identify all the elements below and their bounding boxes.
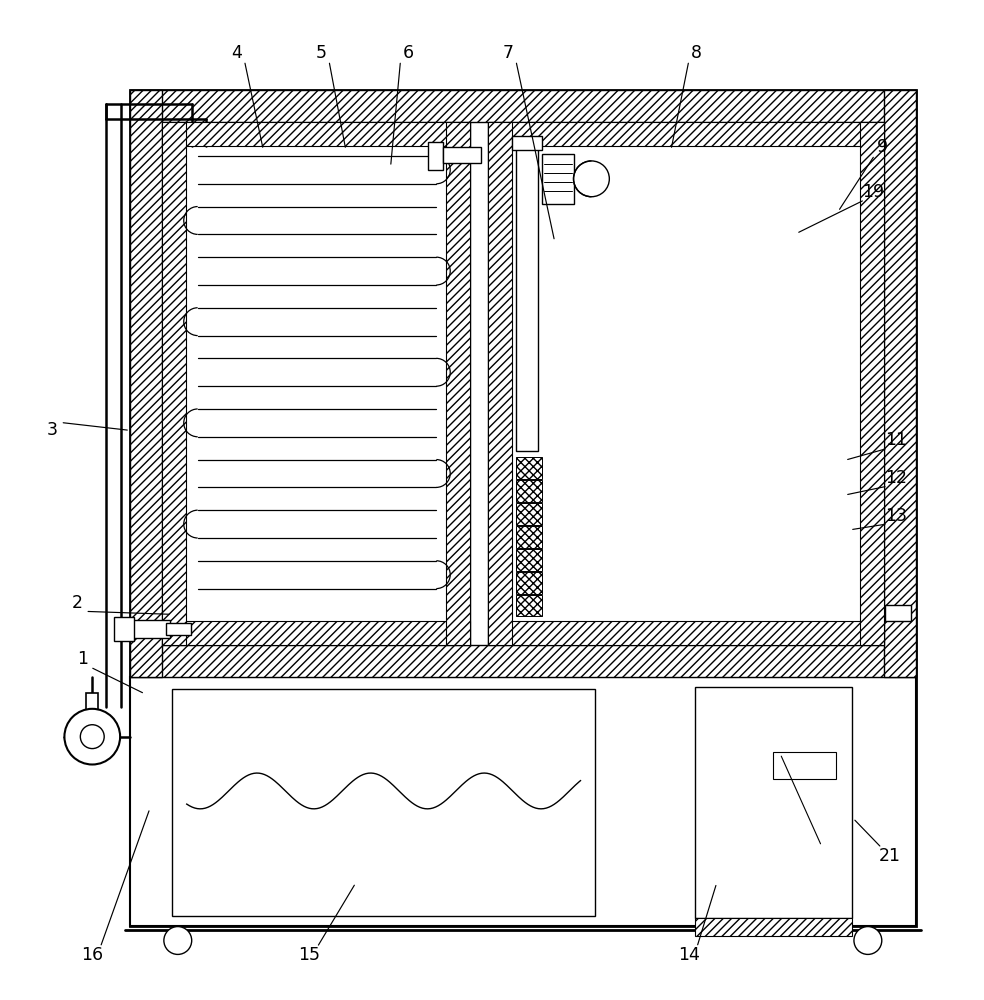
Bar	[162, 122, 470, 146]
Bar	[516, 572, 542, 594]
Bar	[443, 147, 481, 163]
Bar	[447, 122, 470, 645]
Bar	[516, 480, 542, 502]
Bar	[860, 122, 884, 645]
Bar	[488, 122, 512, 645]
Bar	[428, 142, 443, 170]
Bar	[884, 90, 915, 677]
Bar	[516, 148, 537, 451]
Circle shape	[164, 927, 192, 954]
Circle shape	[854, 927, 882, 954]
Text: 13: 13	[885, 507, 906, 525]
Bar	[773, 752, 836, 779]
Text: 15: 15	[298, 946, 320, 964]
Bar	[166, 623, 191, 635]
Text: 11: 11	[885, 431, 906, 449]
Text: 2: 2	[72, 594, 83, 612]
Text: 9: 9	[877, 138, 889, 156]
Text: 7: 7	[503, 44, 514, 62]
Bar	[130, 90, 915, 926]
Bar	[516, 595, 542, 616]
Text: 12: 12	[885, 469, 906, 487]
Bar	[516, 503, 542, 525]
Bar	[516, 457, 542, 479]
Text: 14: 14	[678, 946, 700, 964]
Circle shape	[64, 709, 120, 764]
Text: 4: 4	[231, 44, 242, 62]
Text: 16: 16	[82, 946, 103, 964]
Bar	[695, 918, 852, 936]
Text: 1: 1	[77, 650, 88, 668]
Bar	[130, 90, 162, 677]
Text: 3: 3	[47, 421, 58, 439]
Text: 19: 19	[862, 183, 884, 201]
Bar	[87, 693, 98, 711]
Text: 5: 5	[316, 44, 327, 62]
Bar	[695, 687, 852, 918]
Bar	[488, 122, 884, 645]
Bar	[130, 677, 915, 926]
Bar	[516, 526, 542, 548]
Bar	[516, 549, 542, 571]
Circle shape	[574, 161, 609, 197]
Bar	[172, 689, 595, 916]
Bar	[162, 621, 470, 645]
Bar	[132, 620, 170, 638]
Bar	[114, 617, 134, 641]
Circle shape	[81, 725, 104, 749]
Text: 21: 21	[879, 847, 900, 865]
Bar	[162, 122, 470, 645]
Bar	[130, 90, 915, 122]
Bar	[488, 122, 884, 146]
Bar	[130, 645, 915, 677]
Text: 6: 6	[402, 44, 414, 62]
Bar	[162, 122, 186, 645]
Bar	[885, 605, 910, 621]
Text: 8: 8	[692, 44, 703, 62]
Bar	[542, 154, 574, 204]
Bar	[512, 136, 542, 150]
Bar	[488, 621, 884, 645]
